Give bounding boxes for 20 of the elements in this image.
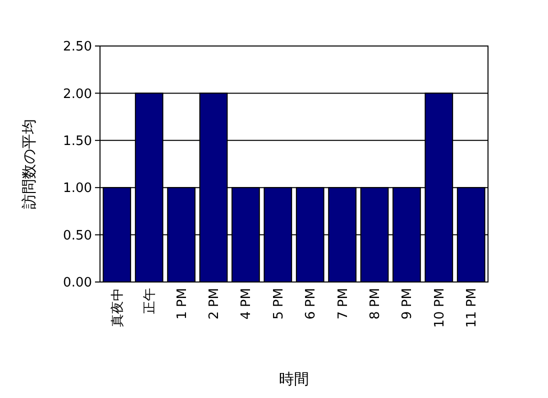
y-axis-title: 訪問数の平均 — [20, 119, 38, 209]
x-tick-label: 7 PM — [336, 288, 351, 320]
y-tick-label: 0.50 — [63, 228, 92, 244]
x-tick-label: 4 PM — [239, 288, 254, 320]
x-tick-label: 9 PM — [400, 288, 416, 320]
y-tick-label: 2.50 — [63, 40, 92, 55]
x-tick-label: 正午 — [142, 288, 158, 314]
x-tick-label: 8 PM — [368, 288, 384, 320]
x-tick-label: 1 PM — [174, 288, 190, 320]
x-tick-label: 11 PM — [464, 288, 480, 328]
y-tick-label: 2.00 — [63, 86, 92, 102]
x-tick-label: 2 PM — [207, 288, 222, 320]
x-tick-label: 6 PM — [304, 288, 319, 320]
x-tick-label: 真夜中 — [109, 288, 126, 327]
y-tick-label: 1.50 — [63, 134, 92, 149]
y-tick-label: 1.00 — [63, 181, 92, 196]
x-axis-title: 時間 — [279, 370, 309, 388]
x-tick-label: 10 PM — [432, 288, 448, 328]
x-tick-label: 5 PM — [271, 288, 286, 320]
y-tick-label: 0.00 — [63, 276, 92, 291]
